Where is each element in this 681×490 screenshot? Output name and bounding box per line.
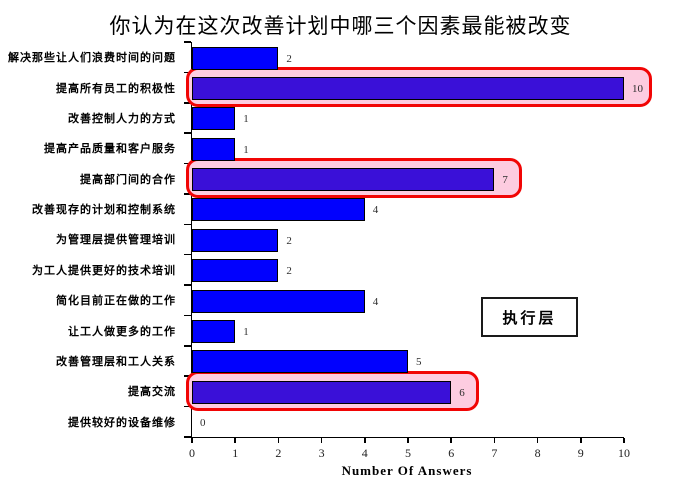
- category-label: 改善控制人力的方式: [68, 112, 176, 125]
- y-axis-tick: [183, 253, 191, 256]
- category-label: 简化目前正在做的工作: [56, 295, 176, 308]
- plot-area: 2 10 1 1 7 4 2 2 4 1 5 6 0 0 1 2 3 4 5 6 7 8 9 10: [183, 41, 652, 460]
- y-axis-tick: [183, 405, 191, 408]
- bar: [192, 168, 495, 192]
- bar: [192, 259, 279, 283]
- x-axis-tick-label: 0: [189, 446, 195, 460]
- y-axis-tick: [183, 223, 191, 226]
- x-axis-tick: [320, 438, 323, 443]
- category-axis-labels: 解决那些让人们浪费时间的问题提高所有员工的积极性改善控制人力的方式提高产品质量和…: [0, 42, 183, 437]
- y-axis-tick: [183, 193, 191, 195]
- y-axis-tick: [183, 314, 191, 317]
- value-label: 2: [286, 265, 292, 278]
- y-axis-tick: [183, 436, 191, 438]
- bar: [192, 228, 279, 252]
- x-axis-title: Number Of Answers: [341, 463, 473, 478]
- bar: [192, 350, 408, 374]
- x-axis-tick-label: 8: [534, 446, 541, 460]
- category-label: 改善管理层和工人关系: [56, 356, 176, 369]
- x-axis-tick: [623, 438, 625, 443]
- y-axis-tick: [183, 41, 191, 43]
- x-axis-tick: [450, 438, 452, 443]
- value-label: 1: [243, 325, 249, 338]
- value-label: 6: [459, 386, 465, 399]
- x-axis-tick-label: 3: [318, 446, 325, 460]
- x-axis-tick-label: 4: [361, 446, 368, 460]
- y-axis-tick: [183, 345, 191, 347]
- bar: [192, 76, 624, 100]
- x-axis-tick: [493, 438, 496, 443]
- bar: [192, 46, 279, 70]
- x-axis-tick-label: 6: [448, 446, 455, 460]
- y-axis-tick: [183, 284, 191, 286]
- x-axis-tick: [277, 438, 280, 443]
- bar: [192, 137, 236, 161]
- x-axis-tick: [191, 438, 193, 443]
- value-label: 7: [502, 174, 508, 187]
- x-axis-tick-label: 2: [275, 446, 282, 460]
- value-label: 4: [372, 204, 379, 217]
- value-label: 2: [286, 52, 292, 65]
- category-label: 让工人做更多的工作: [68, 325, 176, 338]
- value-label: 1: [243, 113, 249, 126]
- y-axis-tick: [183, 132, 191, 134]
- category-label: 解决那些让人们浪费时间的问题: [8, 52, 176, 65]
- chart-title: 你认为在这次改善计划中哪三个因素最能被改变: [109, 14, 572, 38]
- category-label: 改善现存的计划和控制系统: [32, 204, 176, 217]
- bar: [192, 319, 236, 343]
- x-axis-tick: [234, 438, 236, 443]
- value-label: 2: [286, 234, 292, 247]
- x-axis-tick: [536, 438, 539, 443]
- y-axis-tick: [183, 102, 191, 104]
- category-label: 提高部门间的合作: [80, 173, 176, 186]
- category-label: 提高交流: [128, 386, 176, 399]
- category-label: 提供较好的设备维修: [68, 416, 176, 429]
- category-label: 提高所有员工的积极性: [56, 82, 176, 95]
- bar: [192, 198, 365, 222]
- category-label: 为管理层提供管理培训: [56, 234, 176, 247]
- x-axis-tick-label: 1: [232, 446, 239, 460]
- bar: [192, 380, 452, 404]
- bar: [192, 107, 236, 131]
- value-label: 10: [632, 82, 643, 95]
- x-axis-tick: [364, 438, 366, 443]
- annotation-text: 执行层: [502, 310, 557, 327]
- category-label: 为工人提供更好的技术培训: [32, 264, 176, 277]
- x-axis-tick-label: 10: [618, 446, 630, 460]
- x-axis-tick: [580, 438, 582, 443]
- value-label: 4: [372, 295, 379, 308]
- category-label: 提高产品质量和客户服务: [44, 143, 176, 156]
- x-axis-tick-label: 5: [405, 446, 411, 460]
- value-label: 5: [416, 356, 422, 369]
- value-label: 1: [243, 143, 249, 156]
- value-label: 0: [200, 417, 206, 430]
- annotation-box: 执行层: [481, 297, 578, 337]
- x-axis-tick: [407, 438, 409, 443]
- x-axis-tick-label: 9: [577, 446, 584, 460]
- bar: [192, 289, 365, 313]
- x-axis-tick-label: 7: [491, 446, 498, 460]
